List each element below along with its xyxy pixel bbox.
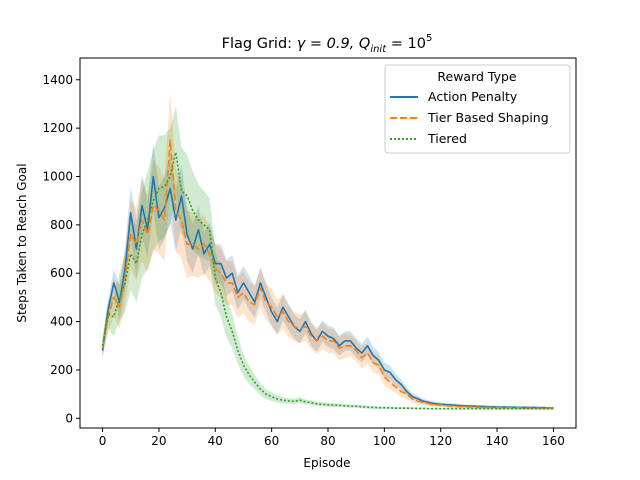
x-tick-label: 20 xyxy=(151,434,166,448)
y-tick-label: 400 xyxy=(50,315,73,329)
x-tick-label: 100 xyxy=(373,434,396,448)
title-q-superscript: 5 xyxy=(426,33,432,44)
axis-ticks: 0 20 40 60 80 100 120 140 160 0 200 400 600 800 1000 12… xyxy=(42,73,564,448)
legend-title: Reward Type xyxy=(437,69,517,84)
chart-title: Flag Grid: γ = 0.9, Qinit = 105 xyxy=(222,33,433,55)
x-tick-label: 60 xyxy=(264,434,279,448)
y-axis-label: Steps Taken to Reach Goal xyxy=(15,163,29,322)
line-tiered xyxy=(101,151,554,410)
legend-box xyxy=(384,64,571,154)
confidence-bands xyxy=(102,91,554,410)
y-tick-label: 200 xyxy=(50,363,73,377)
x-tick-label: 0 xyxy=(99,434,107,448)
plot-frame xyxy=(79,57,577,429)
x-tick-label: 40 xyxy=(208,434,223,448)
line-tier-based-shaping xyxy=(101,139,554,410)
legend-label-tier-based-shaping: Tier Based Shaping xyxy=(427,110,549,125)
title-gamma: γ = 0.9, xyxy=(297,36,359,52)
x-tick-label: 140 xyxy=(486,434,509,448)
y-tick-label: 0 xyxy=(65,411,73,425)
x-tick-label: 160 xyxy=(542,434,565,448)
y-tick-label: 1400 xyxy=(42,73,73,87)
x-tick-label: 80 xyxy=(320,434,335,448)
y-tick-label: 1000 xyxy=(42,169,73,183)
band-tier-based-shaping xyxy=(102,91,554,410)
title-q-equals: = 10 xyxy=(386,36,426,52)
legend: Reward Type Action Penalty Tier Based Sh… xyxy=(384,64,571,154)
title-q: Q xyxy=(359,36,370,52)
series-lines xyxy=(101,139,554,410)
title-prefix: Flag Grid: xyxy=(222,36,297,52)
legend-label-action-penalty: Action Penalty xyxy=(428,89,518,104)
y-tick-label: 1200 xyxy=(42,121,73,135)
x-axis-label: Episode xyxy=(303,456,350,470)
y-tick-label: 600 xyxy=(50,266,73,280)
line-action-penalty xyxy=(101,175,554,409)
x-tick-label: 120 xyxy=(429,434,452,448)
legend-label-tiered: Tiered xyxy=(427,131,467,146)
title-q-subscript: init xyxy=(370,44,387,55)
y-tick-label: 800 xyxy=(50,218,73,232)
